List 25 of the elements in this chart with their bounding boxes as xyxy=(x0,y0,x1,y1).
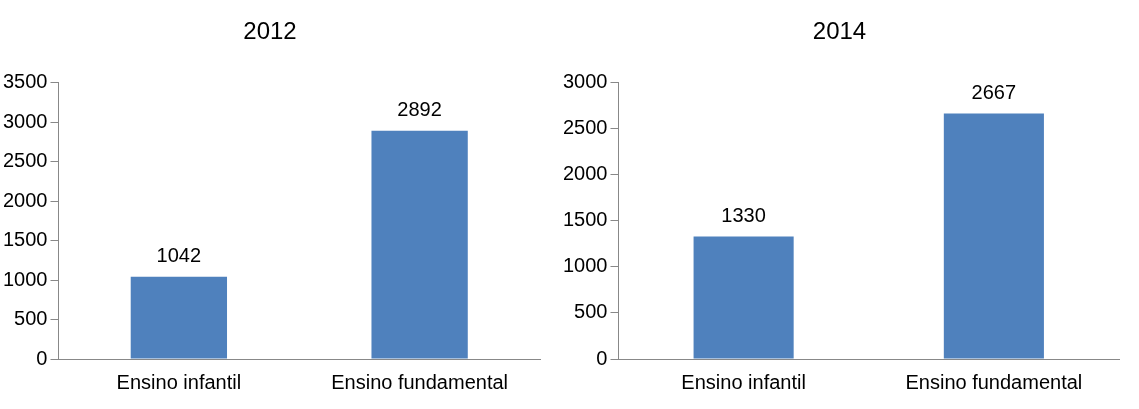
y-tick-label: 3000 xyxy=(2,109,48,132)
chart-title: 2012 xyxy=(243,17,297,45)
x-tick-label: Ensino infantil xyxy=(681,370,806,393)
y-tick-label: 0 xyxy=(36,346,48,369)
y-tick-label: 0 xyxy=(596,346,608,369)
y-tick-label: 500 xyxy=(14,307,48,330)
y-tick-label: 3000 xyxy=(562,70,608,93)
y-tick-label: 3500 xyxy=(2,70,48,93)
y-tick-label: 2000 xyxy=(562,162,608,185)
y-tick-label: 500 xyxy=(574,300,608,323)
y-tick-label: 1500 xyxy=(2,228,48,251)
y-tick-label: 2500 xyxy=(562,116,608,139)
chart-title: 2014 xyxy=(812,17,867,45)
x-tick-label: Ensino infantil xyxy=(116,370,242,393)
x-tick-label: Ensino fundamental xyxy=(331,370,509,393)
data-label: 1330 xyxy=(721,204,766,227)
y-tick-label: 2500 xyxy=(2,149,48,172)
y-tick-label: 1000 xyxy=(562,254,608,277)
y-tick-label: 2000 xyxy=(2,188,48,211)
data-label: 2667 xyxy=(971,80,1017,103)
y-tick-label: 1500 xyxy=(562,208,608,231)
data-label: 1042 xyxy=(156,244,202,267)
data-label: 2892 xyxy=(397,98,442,121)
x-tick-label: Ensino fundamental xyxy=(905,370,1083,393)
y-tick-label: 1000 xyxy=(2,267,48,290)
